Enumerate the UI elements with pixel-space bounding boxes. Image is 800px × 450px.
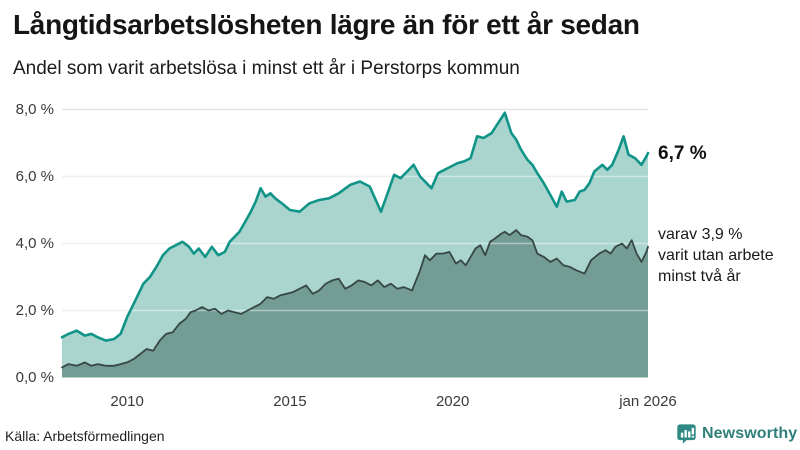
series-line-0 <box>60 111 650 342</box>
y-tick-label: 2,0 % <box>15 301 54 319</box>
x-tick-label: jan 2026 <box>619 393 677 410</box>
y-tick-label: 6,0 % <box>15 167 54 185</box>
series-line-1 <box>61 229 649 369</box>
newsworthy-wordmark: Newsworthy <box>702 425 798 442</box>
y-tick-label: 8,0 % <box>15 100 54 118</box>
annotation-subset-note: varav 3,9 % varit utan arbete minst två … <box>658 226 774 285</box>
area-fill-series-1 <box>62 230 648 378</box>
x-tick-label: 2010 <box>110 393 144 410</box>
x-tick-label: 2015 <box>273 393 307 410</box>
x-tick-label: 2020 <box>435 393 470 410</box>
y-tick-label: 0,0 % <box>15 368 54 386</box>
chart-title: Långtidsarbetslösheten lägre än för ett … <box>13 9 640 40</box>
y-tick-label: 4,0 % <box>15 234 54 252</box>
chart-subtitle: Andel som varit arbetslösa i minst ett å… <box>13 58 520 79</box>
newsworthy-chart-bubble-icon <box>677 424 696 444</box>
annotation-latest-total: 6,7 % <box>658 143 707 164</box>
source-note: Källa: Arbetsförmedlingen <box>5 428 165 444</box>
newsworthy-logo: Newsworthy <box>676 423 797 445</box>
